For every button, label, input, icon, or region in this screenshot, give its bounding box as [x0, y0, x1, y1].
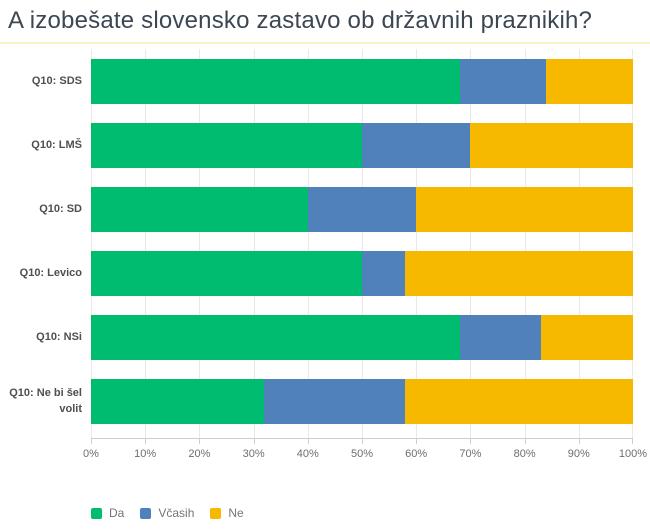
bar-row: Q10: Levico [20, 251, 633, 296]
axis-tick [578, 439, 580, 444]
category-label: Q10: Levico [19, 266, 82, 279]
axis-tick [145, 439, 147, 444]
bar-segment-ne[interactable] [540, 315, 633, 360]
legend-label: Da [109, 506, 125, 520]
legend: Da Včasih Ne [91, 506, 633, 520]
legend-swatch-da [91, 507, 102, 519]
category-label: Q10: SD [39, 202, 82, 215]
tick-label: 90% [567, 448, 590, 460]
category-label: Q10: LMŠ [31, 138, 82, 151]
legend-label: Včasih [158, 506, 195, 520]
tick-label: 60% [405, 448, 428, 460]
bar-row: Q10: SD [39, 187, 633, 232]
tick-label: 0% [83, 448, 99, 460]
bar-segment-da[interactable] [91, 251, 362, 296]
axis-tick [632, 439, 633, 444]
gridline [632, 49, 633, 438]
legend-swatch-vcasih [140, 507, 152, 519]
bar-segment-vcasih[interactable] [307, 187, 417, 232]
axis-tick [362, 439, 363, 444]
category-label: Q10: Ne bi šel volit [9, 386, 82, 415]
axis-tick [307, 439, 309, 444]
tick-label: 50% [350, 448, 374, 460]
grid-layer [91, 49, 633, 438]
gridline [199, 49, 201, 438]
tick-label: 80% [513, 448, 536, 460]
bar-row: Q10: SDS [32, 59, 633, 104]
bar-segment-vcasih[interactable] [362, 251, 406, 296]
title-divider [0, 42, 650, 44]
bar-row: Q10: NSi [36, 315, 633, 360]
bar-segment-da[interactable] [91, 187, 308, 232]
chart-title: A izobešate slovensko zastavo ob državni… [8, 7, 593, 34]
x-axis-line [91, 438, 633, 444]
gridline [253, 49, 255, 438]
tick-label: 20% [188, 448, 211, 460]
bar-segment-ne[interactable] [405, 379, 633, 424]
bar-segment-vcasih[interactable] [459, 315, 541, 360]
bar-segment-ne[interactable] [546, 59, 633, 104]
bar-segment-da[interactable] [91, 59, 460, 104]
legend-item-ne[interactable]: Ne [210, 506, 244, 520]
bar-segment-da[interactable] [91, 123, 362, 168]
bar-segment-vcasih[interactable] [459, 59, 547, 104]
bar-row: Q10: Ne bi šel volit [9, 379, 633, 424]
gridline [91, 49, 92, 438]
tick-label: 70% [459, 448, 482, 460]
bar-segment-ne[interactable] [405, 251, 633, 296]
legend-item-da[interactable]: Da [91, 506, 124, 520]
tick-label: 100% [618, 448, 648, 460]
bar-segment-vcasih[interactable] [362, 123, 471, 168]
tick-label: 30% [242, 448, 265, 460]
legend-swatch-ne [210, 507, 222, 519]
x-axis-tick-labels: 0% 10% 20% 30% 40% 50% 60% 70% 80% 90% 100% [83, 444, 647, 466]
axis-tick [91, 439, 92, 444]
category-label: Q10: SDS [31, 74, 82, 87]
bar-segment-ne[interactable] [470, 123, 633, 168]
bar-rows: Q10: SDS Q10: LMŠ Q10: SD Q10: Levico Q10: N… [9, 49, 633, 424]
legend-item-vcasih[interactable]: Včasih [140, 506, 194, 520]
gridline [416, 49, 418, 438]
bar-segment-ne[interactable] [416, 187, 633, 232]
axis-tick [253, 439, 255, 444]
bar-segment-da[interactable] [91, 379, 265, 424]
gridline [362, 49, 363, 438]
bar-segment-da[interactable] [91, 315, 460, 360]
bar-row: Q10: LMŠ [31, 123, 633, 168]
gridline [307, 49, 309, 438]
gridline [145, 49, 147, 438]
axis-tick [199, 439, 201, 444]
gridline [470, 49, 472, 438]
tick-label: 10% [134, 448, 157, 460]
axis-tick [416, 439, 418, 444]
category-label: Q10: NSi [36, 330, 82, 343]
gridline [578, 49, 580, 438]
tick-label: 40% [296, 448, 319, 460]
gridline [524, 49, 526, 438]
plot-area: Q10: SDS Q10: LMŠ Q10: SD Q10: Levico Q10: N… [9, 49, 647, 520]
axis-tick [524, 439, 526, 444]
legend-label: Ne [228, 506, 244, 520]
bar-segment-vcasih[interactable] [264, 379, 406, 424]
axis-tick [470, 439, 472, 444]
